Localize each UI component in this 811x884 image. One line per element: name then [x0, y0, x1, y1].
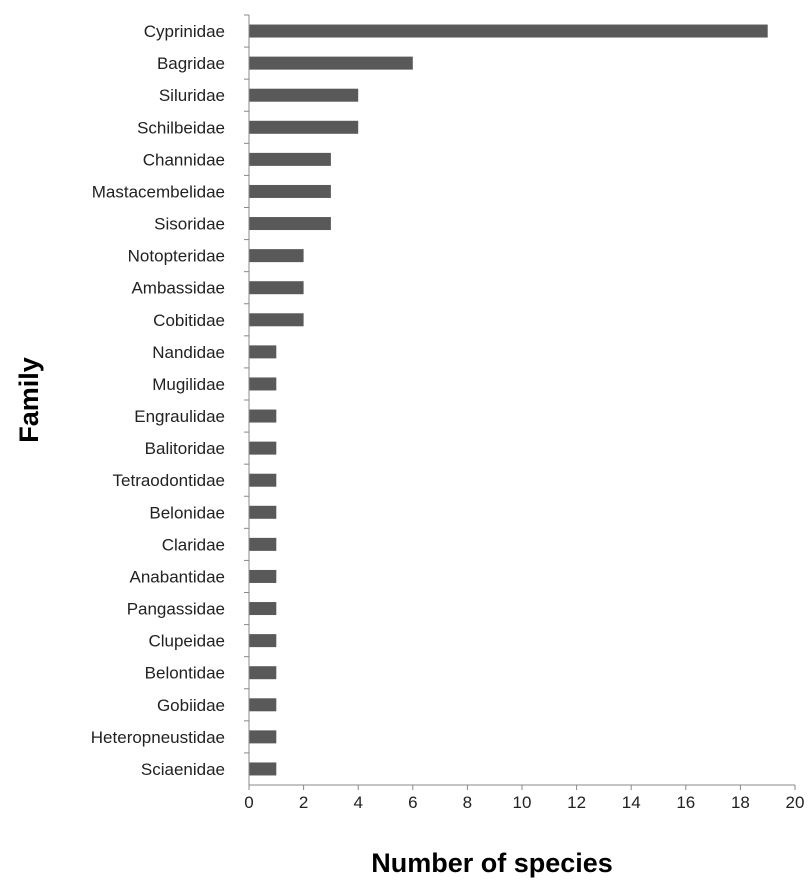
x-tick-label-10: 10: [513, 793, 532, 812]
category-label-engraulidae: Engraulidae: [134, 407, 225, 426]
bar-claridae: [249, 537, 277, 551]
bar-siluridae: [249, 88, 359, 102]
category-label-pangassidae: Pangassidae: [127, 600, 225, 619]
x-tick-labels-group: 0 2 4 6 8 10 12 14 16 18 20: [244, 785, 804, 812]
x-axis-title: Number of species: [371, 848, 613, 878]
bar-clupeidae: [249, 634, 277, 648]
bar-balitoridae: [249, 441, 277, 455]
bar-mugilidae: [249, 377, 277, 391]
category-label-bagridae: Bagridae: [157, 54, 225, 73]
bar-sisoridae: [249, 217, 331, 231]
category-label-ambassidae: Ambassidae: [131, 279, 225, 298]
category-label-belontidae: Belontidae: [145, 664, 225, 683]
category-label-mugilidae: Mugilidae: [152, 375, 225, 394]
x-tick-label-4: 4: [353, 793, 362, 812]
category-label-schilbeidae: Schilbeidae: [137, 118, 225, 137]
category-label-clupeidae: Clupeidae: [148, 632, 225, 651]
category-label-gobiidae: Gobiidae: [157, 696, 225, 715]
x-tick-label-16: 16: [676, 793, 695, 812]
x-tick-label-20: 20: [786, 793, 805, 812]
bar-channidae: [249, 152, 331, 166]
bar-bagridae: [249, 56, 413, 70]
x-tick-label-12: 12: [567, 793, 586, 812]
category-labels-group: Cyprinidae Bagridae Siluridae Schilbeidae Ch…: [91, 14, 249, 779]
bar-cyprinidae: [249, 24, 768, 38]
y-axis-title: Family: [14, 357, 44, 443]
bar-schilbeidae: [249, 120, 359, 134]
category-label-claridae: Claridae: [162, 535, 225, 554]
bar-pangassidae: [249, 602, 277, 616]
category-label-sisoridae: Sisoridae: [154, 215, 225, 234]
bar-mastacembelidae: [249, 184, 331, 198]
bar-belontidae: [249, 666, 277, 680]
bar-anabantidae: [249, 569, 277, 583]
bar-belonidae: [249, 505, 277, 519]
bar-gobiidae: [249, 698, 277, 712]
x-tick-label-18: 18: [731, 793, 750, 812]
category-label-tetraodontidae: Tetraodontidae: [113, 471, 225, 490]
bar-heteropneustidae: [249, 730, 277, 744]
category-label-balitoridae: Balitoridae: [145, 439, 225, 458]
x-tick-label-0: 0: [244, 793, 253, 812]
x-tick-label-6: 6: [408, 793, 417, 812]
bar-notopteridae: [249, 249, 304, 263]
bars-group: [249, 24, 768, 776]
x-tick-label-2: 2: [299, 793, 308, 812]
category-label-siluridae: Siluridae: [159, 86, 225, 105]
category-label-anabantidae: Anabantidae: [130, 567, 225, 586]
category-label-heteropneustidae: Heteropneustidae: [91, 728, 225, 747]
x-tick-label-14: 14: [622, 793, 641, 812]
category-label-cobitidae: Cobitidae: [153, 311, 225, 330]
bar-nandidae: [249, 345, 277, 359]
bar-sciaenidae: [249, 762, 277, 776]
category-label-cyprinidae: Cyprinidae: [144, 22, 225, 41]
bar-ambassidae: [249, 281, 304, 295]
bar-engraulidae: [249, 409, 277, 423]
bar-cobitidae: [249, 313, 304, 327]
category-label-channidae: Channidae: [143, 150, 225, 169]
category-label-belonidae: Belonidae: [149, 503, 225, 522]
x-tick-label-8: 8: [463, 793, 472, 812]
category-label-sciaenidae: Sciaenidae: [141, 760, 225, 779]
category-label-notopteridae: Notopteridae: [128, 247, 225, 266]
category-label-mastacembelidae: Mastacembelidae: [92, 182, 225, 201]
category-label-nandidae: Nandidae: [152, 343, 225, 362]
bar-tetraodontidae: [249, 473, 277, 487]
